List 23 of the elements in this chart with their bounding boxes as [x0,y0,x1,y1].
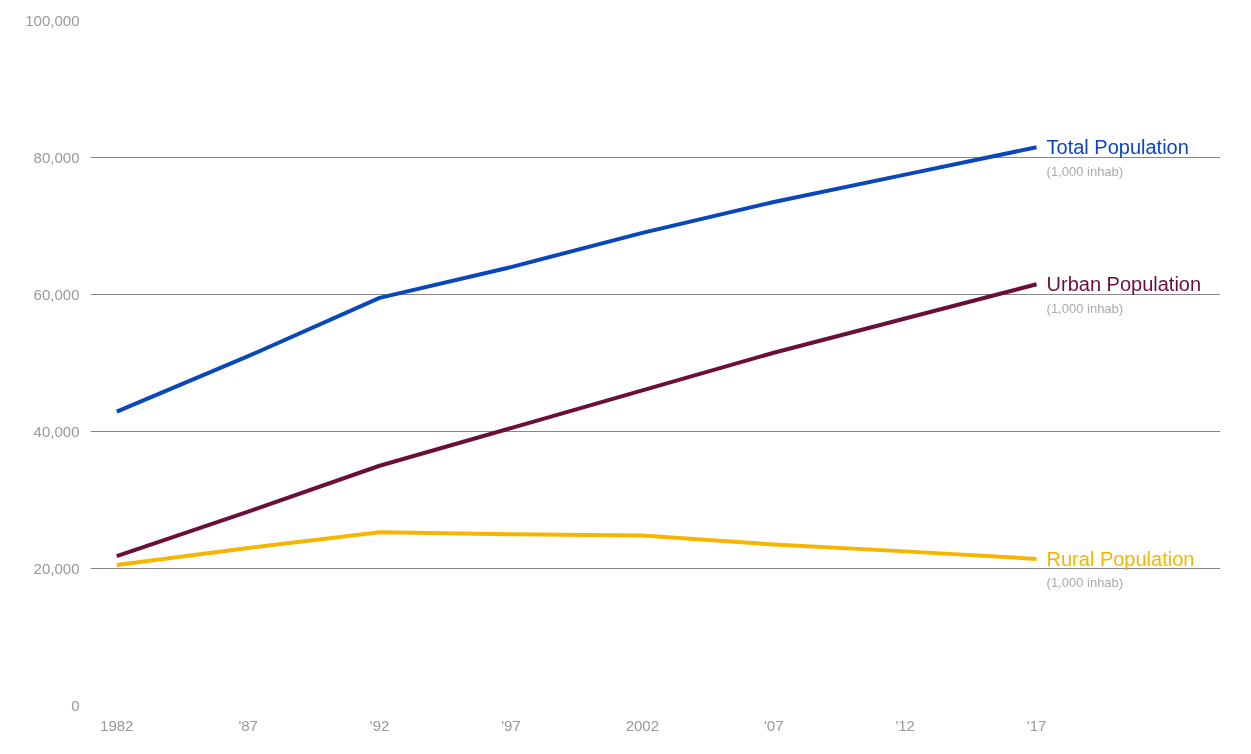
series-label: Urban Population [1046,273,1202,296]
x-tick-label: '87 [238,716,258,734]
x-tick-label: '97 [501,716,521,734]
x-tick-label: '07 [763,716,784,734]
y-tick-label: 0 [71,696,80,714]
line-series [114,145,1039,414]
series-label: Rural Population [1046,547,1195,570]
x-tick-label: 1982 [100,716,134,734]
line-series [114,530,1039,568]
annotation: (1,000 inhab) [1046,300,1124,316]
annotation: (1,000 inhab) [1046,163,1124,179]
annotation: (1,000 inhab) [1046,575,1124,591]
y-tick-label: 80,000 [33,148,80,166]
y-tick-label: 20,000 [33,559,80,577]
x-tick-label: '17 [1026,716,1047,734]
x-tick-label: '12 [895,716,915,734]
y-tick-label: 100,000 [25,11,80,29]
x-tick-label: '92 [369,716,390,734]
x-tick-label: 2002 [625,716,660,734]
y-tick-label: 40,000 [33,422,80,440]
y-tick-label: 60,000 [33,285,80,303]
series-label: Total Population [1046,136,1189,159]
line-series [114,282,1039,559]
